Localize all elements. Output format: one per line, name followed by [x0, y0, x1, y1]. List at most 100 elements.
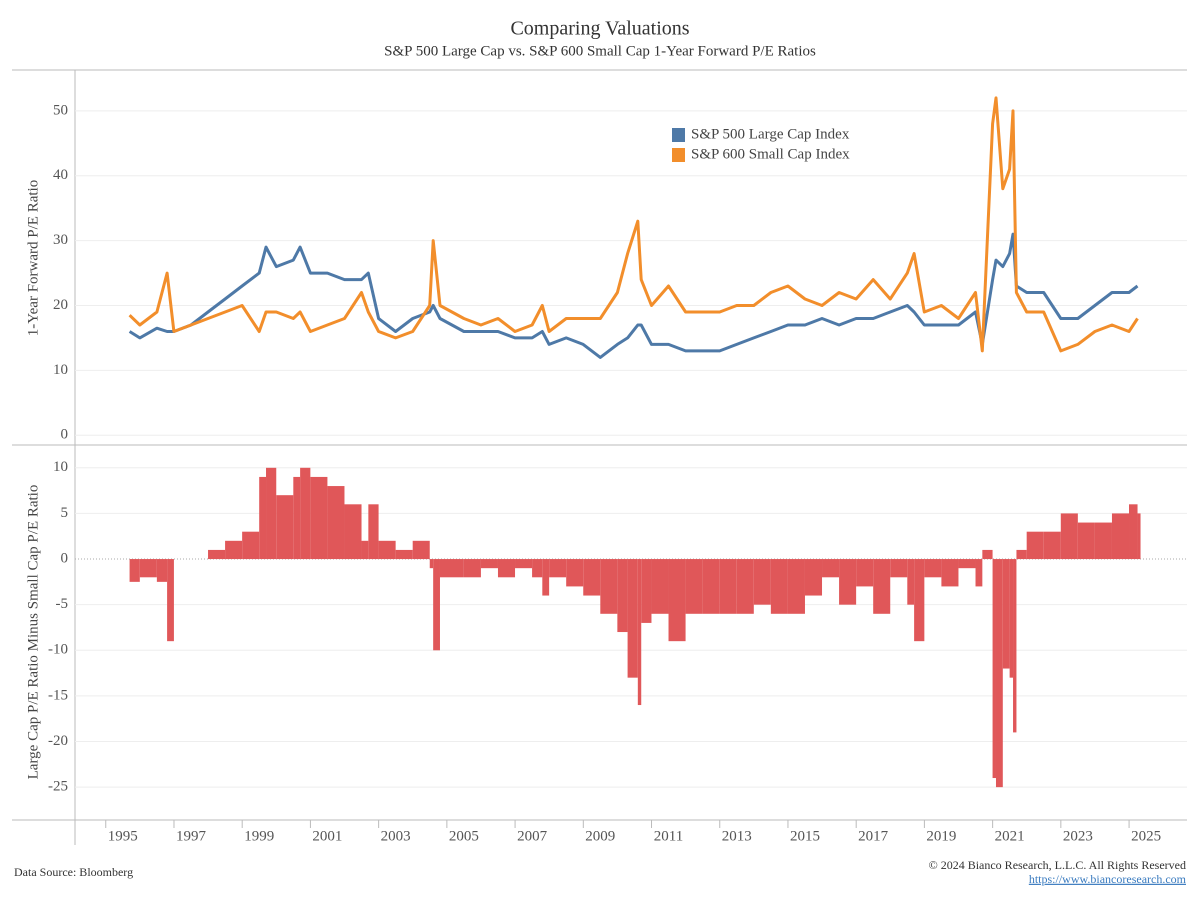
bar [1002, 559, 1010, 669]
bar [685, 559, 703, 614]
copyright: © 2024 Bianco Research, L.L.C. All Right… [929, 858, 1186, 872]
bar [395, 549, 413, 560]
bar [139, 559, 157, 578]
y-tick-label: 30 [53, 232, 68, 248]
bar [941, 559, 959, 587]
bar [787, 559, 805, 614]
y-tick-label: -20 [48, 733, 68, 749]
bar [995, 559, 1003, 788]
bar [242, 531, 260, 560]
bar [1137, 513, 1141, 560]
bar [1016, 549, 1027, 560]
bar [1129, 504, 1138, 560]
y-tick-label: 20 [53, 297, 68, 313]
bar [914, 559, 925, 642]
bar [167, 559, 174, 642]
x-tick-label: 2015 [790, 828, 820, 844]
y-axis-label: Large Cap P/E Ratio Minus Small Cap P/E … [25, 485, 41, 780]
bar [549, 559, 567, 578]
bar [1009, 559, 1014, 678]
bar [439, 559, 464, 578]
bar [344, 504, 362, 560]
y-tick-label: 0 [61, 427, 69, 443]
bar [497, 559, 516, 578]
bar [429, 559, 434, 569]
bar [753, 559, 771, 605]
bar [651, 559, 669, 614]
bar [839, 559, 857, 605]
x-tick-label: 2021 [995, 828, 1025, 844]
legend-label: S&P 600 Small Cap Index [691, 146, 850, 162]
bar [1043, 531, 1061, 560]
bar [378, 540, 396, 560]
legend-label: S&P 500 Large Cap Index [691, 126, 850, 142]
bar [1026, 531, 1044, 560]
bar [770, 559, 788, 614]
legend-swatch [672, 148, 685, 162]
bar [804, 559, 823, 596]
bar [1077, 522, 1095, 560]
bar [627, 559, 638, 678]
bar [129, 559, 140, 582]
y-tick-label: 10 [53, 459, 68, 475]
y-tick-label: 5 [61, 505, 69, 521]
bar [259, 476, 267, 560]
bar [822, 559, 840, 578]
bar [890, 559, 908, 578]
x-tick-label: 1999 [244, 828, 274, 844]
line-series [128, 232, 1139, 359]
bar [412, 540, 430, 560]
bar [532, 559, 543, 578]
bar [208, 549, 226, 560]
chart-title: Comparing Valuations [510, 18, 689, 40]
bar [266, 467, 277, 560]
y-tick-label: -5 [56, 596, 69, 612]
x-tick-label: 2013 [722, 828, 752, 844]
x-tick-label: 2017 [858, 828, 889, 844]
x-tick-label: 2019 [926, 828, 956, 844]
bar [566, 559, 584, 587]
legend-swatch [672, 128, 685, 142]
y-tick-label: 40 [53, 167, 68, 183]
data-source: Data Source: Bloomberg [14, 865, 133, 879]
x-tick-label: 2025 [1131, 828, 1161, 844]
bar [856, 559, 874, 587]
bar [368, 504, 379, 560]
source-link[interactable]: https://www.biancoresearch.com [1029, 872, 1187, 886]
bar [1060, 513, 1078, 560]
bar [293, 476, 301, 560]
x-tick-label: 2011 [654, 828, 683, 844]
y-tick-label: -25 [48, 779, 68, 795]
x-tick-label: 1997 [176, 828, 207, 844]
bar [300, 467, 311, 560]
bar [958, 559, 976, 569]
bar [327, 486, 345, 560]
bar [992, 559, 996, 779]
bar [276, 495, 294, 560]
bar [617, 559, 628, 633]
x-tick-label: 2003 [381, 828, 411, 844]
x-tick-label: 2009 [585, 828, 615, 844]
bar [1094, 522, 1112, 560]
bar [433, 559, 440, 651]
bar [542, 559, 550, 596]
bar [975, 559, 983, 587]
bar [873, 559, 891, 614]
bar [641, 559, 652, 623]
y-axis-label: 1-Year Forward P/E Ratio [25, 180, 41, 336]
y-tick-label: -15 [48, 687, 68, 703]
bar [736, 559, 754, 614]
bar [637, 559, 642, 706]
chart-subtitle: S&P 500 Large Cap vs. S&P 600 Small Cap … [384, 43, 816, 59]
bar [719, 559, 737, 614]
bar [480, 559, 498, 569]
bar [515, 559, 533, 569]
bar [600, 559, 618, 614]
bar [907, 559, 915, 605]
bar [924, 559, 942, 578]
x-tick-label: 1995 [108, 828, 138, 844]
bar [1111, 513, 1130, 560]
bar [982, 549, 993, 560]
bar [310, 476, 328, 560]
